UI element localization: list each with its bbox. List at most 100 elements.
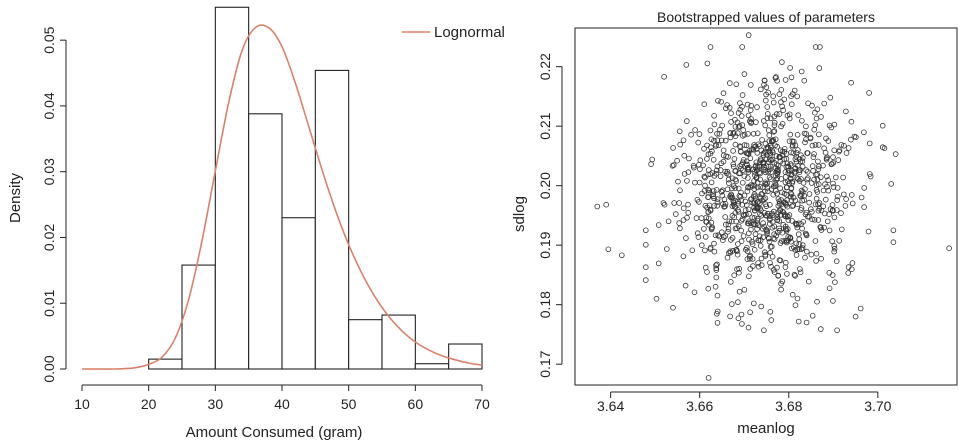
- scatter-point: [760, 161, 767, 167]
- scatter-point: [702, 247, 708, 254]
- scatter-point: [718, 99, 724, 105]
- scatter-point: [828, 124, 835, 131]
- scatter-point: [771, 122, 778, 129]
- scatter-point: [718, 229, 725, 236]
- scatter-point: [719, 122, 725, 129]
- scatter-point: [803, 167, 809, 173]
- scatter-point: [693, 215, 700, 221]
- scatter-point: [797, 269, 804, 276]
- scatter-point: [685, 209, 691, 216]
- scatter-point: [680, 137, 687, 144]
- scatter-point: [670, 162, 677, 168]
- scatter-point: [816, 163, 822, 170]
- scatter-point: [761, 327, 767, 334]
- scatter-point: [791, 168, 798, 175]
- scatter-point: [744, 248, 751, 255]
- scatter-point: [821, 210, 828, 217]
- scatter-point: [792, 165, 799, 172]
- scatter-point: [776, 91, 783, 97]
- scatter-point: [774, 78, 780, 84]
- scatter-point: [692, 127, 698, 133]
- scatter-point: [722, 221, 729, 228]
- scatter-point: [745, 230, 752, 237]
- scatter-point: [739, 167, 746, 174]
- scatter-point: [742, 207, 749, 214]
- scatter-point: [798, 207, 804, 213]
- scatter-point: [732, 225, 739, 232]
- scatter-point: [792, 197, 799, 204]
- scatter-point: [740, 212, 747, 218]
- scatter-point: [802, 186, 808, 192]
- scatter-point: [792, 156, 799, 162]
- scatter-point: [817, 44, 823, 50]
- scatter-point: [818, 114, 824, 120]
- scatter-point: [852, 313, 859, 320]
- scatter-point: [820, 162, 826, 169]
- scatter-point: [779, 103, 785, 110]
- scatter-point: [725, 228, 731, 235]
- scatter-point: [727, 249, 734, 256]
- scatter-point: [861, 185, 867, 191]
- scatter-y-tick-label: 0.22: [537, 53, 553, 80]
- scatter-point: [707, 127, 714, 134]
- scatter-point: [705, 285, 712, 292]
- scatter-point: [750, 300, 757, 307]
- scatter-point: [787, 65, 793, 71]
- scatter-point: [831, 243, 837, 249]
- scatter-point: [746, 218, 752, 225]
- scatter-point: [767, 215, 773, 222]
- scatter-y-tick-label: 0.18: [537, 291, 553, 318]
- scatter-point: [836, 148, 842, 155]
- histogram-y-tick-label: 0.00: [41, 355, 57, 382]
- scatter-point: [727, 313, 733, 320]
- scatter-point: [776, 154, 783, 161]
- scatter-point: [653, 295, 660, 302]
- scatter-point: [711, 203, 718, 209]
- scatter-point: [714, 320, 721, 326]
- scatter-point: [812, 109, 818, 116]
- scatter-point: [805, 100, 811, 107]
- scatter-point: [762, 169, 769, 176]
- scatter-point: [801, 197, 807, 203]
- scatter-point: [782, 226, 789, 232]
- scatter-point: [738, 113, 745, 119]
- scatter-point: [739, 44, 745, 50]
- scatter-point: [737, 100, 743, 106]
- scatter-point: [861, 129, 867, 136]
- scatter-point: [762, 97, 769, 104]
- scatter-point: [714, 163, 721, 170]
- scatter-point: [751, 186, 758, 192]
- scatter-point: [735, 241, 741, 247]
- scatter-point: [812, 238, 819, 244]
- scatter-point: [779, 59, 785, 65]
- scatter-point: [773, 111, 780, 117]
- scatter-point: [861, 204, 867, 210]
- scatter-point: [764, 104, 771, 110]
- scatter-point: [718, 188, 725, 195]
- scatter-point: [751, 246, 758, 253]
- scatter-point: [779, 229, 786, 236]
- scatter-point: [721, 196, 728, 203]
- scatter-point: [715, 232, 721, 239]
- scatter-point: [702, 234, 709, 240]
- scatter-point: [782, 169, 789, 175]
- scatter-point: [825, 187, 832, 194]
- scatter-point: [829, 238, 835, 245]
- scatter-title: Bootstrapped values of parameters: [657, 9, 875, 25]
- scatter-point: [738, 227, 744, 234]
- scatter-point: [811, 126, 817, 133]
- scatter-point: [818, 255, 824, 262]
- scatter-point: [771, 119, 778, 126]
- scatter-point: [676, 200, 682, 206]
- histogram-x-tick-label: 50: [341, 396, 357, 412]
- scatter-point: [812, 44, 819, 50]
- scatter-point: [775, 203, 782, 209]
- scatter-point: [787, 190, 794, 196]
- histogram-axes: 10 20 30 40 50 60 70 0.00 0.01 0.02 0.03 0.04 0.05: [41, 26, 490, 412]
- scatter-point: [735, 299, 741, 305]
- scatter-point: [780, 107, 786, 113]
- scatter-point: [757, 237, 764, 243]
- lognormal-curve: [81, 24, 483, 370]
- scatter-point: [744, 256, 751, 262]
- scatter-point: [757, 184, 764, 190]
